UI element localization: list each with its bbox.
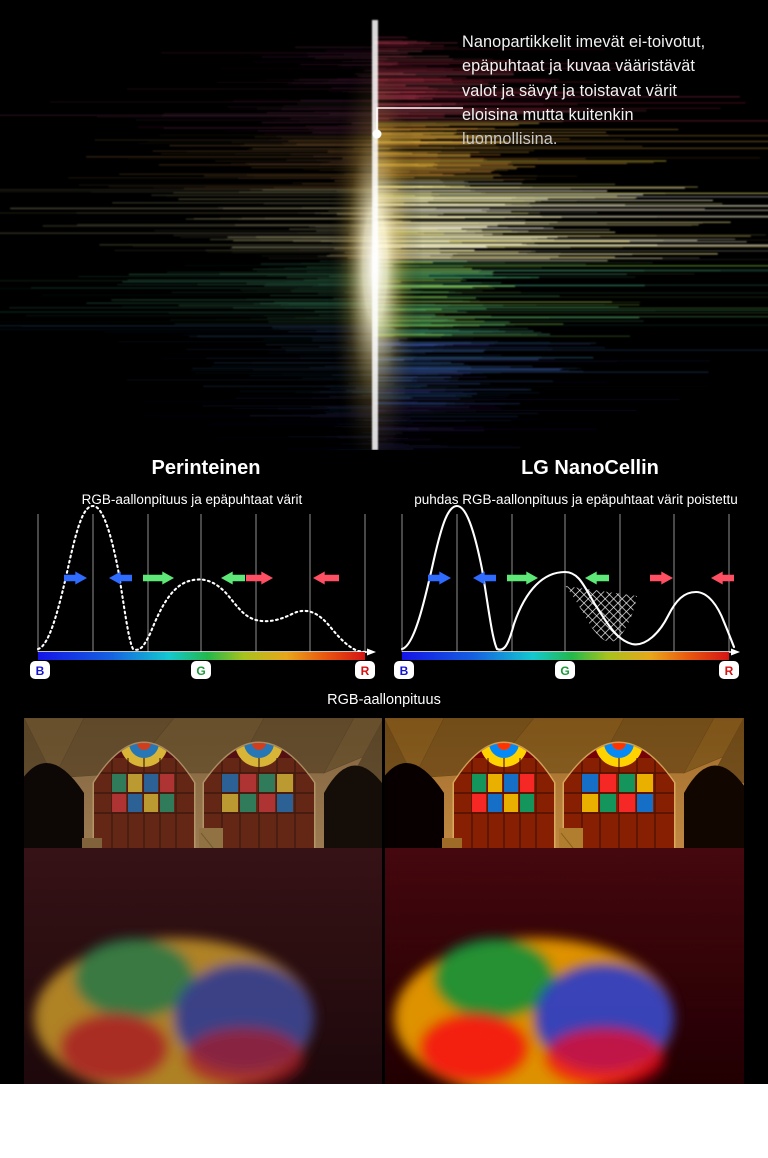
svg-text:G: G	[560, 664, 569, 678]
svg-text:R: R	[361, 664, 370, 678]
svg-text:B: B	[400, 664, 409, 678]
svg-text:B: B	[36, 664, 45, 678]
svg-text:G: G	[196, 664, 205, 678]
svg-text:R: R	[725, 664, 734, 678]
